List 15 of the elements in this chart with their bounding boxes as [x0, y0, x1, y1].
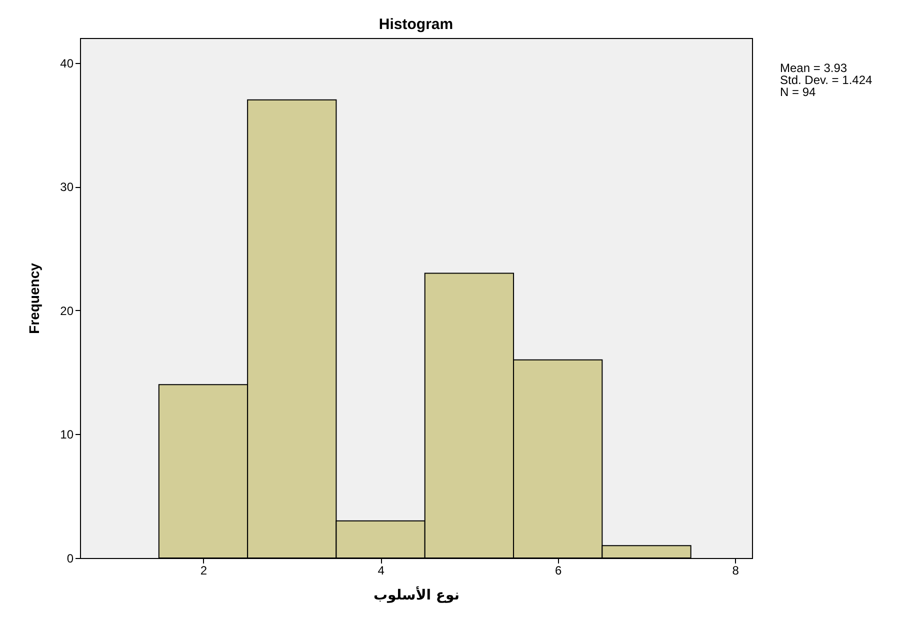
text: Std. Dev. = 1.424: [780, 73, 872, 87]
y-tick-label: 40: [60, 56, 74, 70]
y-tick-label: 20: [60, 304, 74, 318]
y-tick-label: 10: [60, 428, 74, 442]
y-tick-label: 0: [66, 552, 74, 566]
x-tick-label: 6: [555, 564, 562, 578]
text: Mean = 3.93: [780, 61, 848, 75]
y-axis-title: Frequency: [26, 262, 42, 334]
y-tick-label: 30: [60, 180, 74, 194]
x-tick-label: 4: [378, 564, 385, 578]
x-tick-label: 2: [200, 564, 208, 578]
text: N = 94: [780, 85, 817, 99]
x-axis-title: نوع الأسلوب: [373, 586, 460, 604]
x-tick-label: 8: [732, 564, 740, 578]
chart-title: Histogram: [378, 16, 454, 33]
